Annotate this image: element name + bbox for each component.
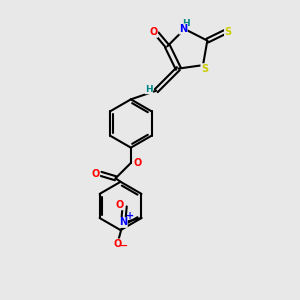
Text: H: H [145,85,153,94]
Text: O: O [133,158,142,168]
Text: O: O [113,239,122,249]
Text: O: O [149,27,158,37]
Text: S: S [201,64,208,74]
Text: N: N [179,24,187,34]
Text: N: N [119,218,127,227]
Text: O: O [115,200,124,210]
Text: −: − [118,241,128,251]
Text: H: H [182,19,190,28]
Text: O: O [92,169,100,179]
Text: S: S [224,27,232,37]
Text: +: + [126,211,134,221]
